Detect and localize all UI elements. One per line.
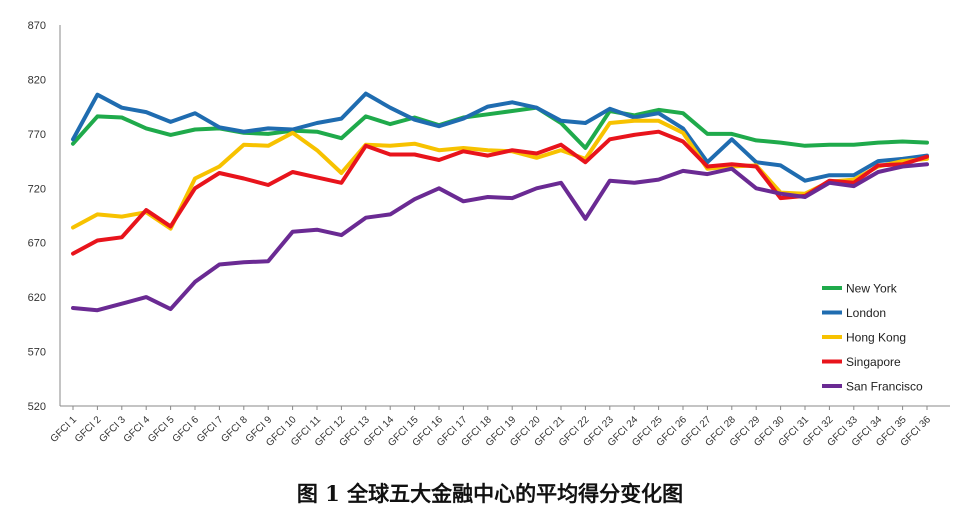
series-line-new-york: [71, 105, 929, 150]
series-line-san-francisco: [71, 162, 929, 313]
series-line-singapore: [71, 129, 929, 256]
y-tick-label: 570: [28, 347, 46, 359]
y-tick-label: 720: [28, 183, 46, 195]
legend-label: London: [846, 306, 886, 320]
figure-caption: 图 1 全球五大金融中心的平均得分变化图: [296, 481, 684, 506]
y-tick-label: 820: [28, 74, 46, 86]
y-tick-label: 620: [28, 292, 46, 304]
y-tick-label: 770: [28, 129, 46, 141]
y-axis: 520 570 620 670 720 770 820 870: [28, 20, 61, 413]
legend-label: New York: [846, 282, 898, 296]
series-lines: [71, 91, 929, 313]
y-tick-label: 870: [28, 20, 46, 32]
legend-label: Singapore: [846, 355, 901, 369]
legend: New York London Hong Kong Singapore San Fran…: [822, 282, 923, 394]
legend-label: Hong Kong: [846, 331, 906, 345]
series-line-london: [71, 91, 929, 183]
y-tick-label: 670: [28, 238, 46, 250]
y-tick-label: 520: [28, 401, 46, 413]
legend-label: San Francisco: [846, 380, 923, 394]
